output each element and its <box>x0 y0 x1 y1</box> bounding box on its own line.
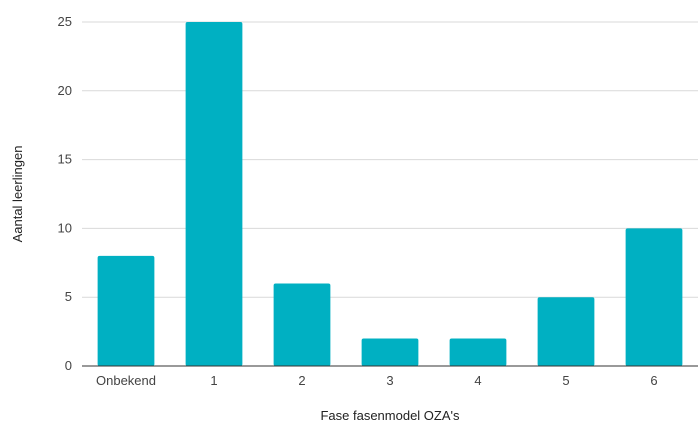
x-tick-label: 3 <box>386 373 393 388</box>
x-tick-label: 2 <box>298 373 305 388</box>
y-tick-label: 15 <box>58 152 72 167</box>
gridlines <box>82 21 698 298</box>
x-tick-label: 1 <box>210 373 217 388</box>
bar-1 <box>185 22 243 366</box>
x-tick-label: 6 <box>650 373 657 388</box>
bar-2 <box>273 283 331 366</box>
x-tick-label: 5 <box>562 373 569 388</box>
y-tick-labels: 0 5 10 15 20 25 <box>58 14 72 373</box>
y-tick-label: 10 <box>58 220 72 235</box>
x-axis-title: Fase fasenmodel OZA's <box>320 408 460 422</box>
y-axis-title: Aantal leerlingen <box>10 146 25 243</box>
y-tick-label: 25 <box>58 14 72 29</box>
y-tick-label: 5 <box>65 289 72 304</box>
y-tick-label: 20 <box>58 83 72 98</box>
bar-4 <box>449 338 507 366</box>
y-tick-label: 0 <box>65 358 72 373</box>
bar-6 <box>625 228 683 366</box>
x-tick-labels: Onbekend 1 2 3 4 5 6 <box>96 373 658 388</box>
x-tick-label: 4 <box>474 373 481 388</box>
bar-onbekend <box>97 255 155 366</box>
bar-3 <box>361 338 419 366</box>
x-tick-label: Onbekend <box>96 373 156 388</box>
bar-5 <box>537 297 595 366</box>
bars <box>97 22 683 366</box>
